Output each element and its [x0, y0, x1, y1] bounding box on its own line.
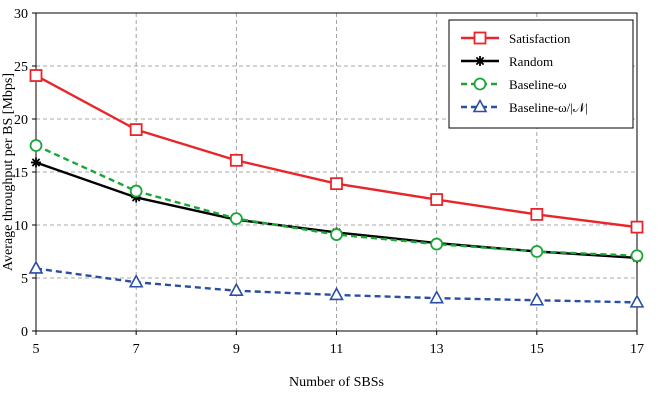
y-tick-label-6: 30: [14, 7, 28, 22]
y-tick-label-3: 15: [14, 166, 28, 181]
y-tick-label-4: 20: [14, 113, 28, 128]
series-0-point-5: [530, 207, 544, 221]
y-tick-label-1: 5: [21, 272, 28, 287]
series-0-point-3: [330, 177, 343, 191]
series-3-point-4: [429, 289, 445, 304]
legend-label-1: Random: [509, 54, 553, 69]
x-axis-ticks: 5 7 9 11 13 15 17: [33, 331, 644, 357]
series-2-point-1: [129, 184, 143, 198]
series-0: [29, 69, 644, 234]
x-tick-label-6: 17: [630, 342, 644, 357]
y-axis-ticks: 0 5 10 15 20 25 30: [14, 7, 36, 340]
series-0-point-0: [29, 69, 43, 82]
legend-marker-3: [472, 98, 488, 113]
legend-item-2: Baseline-ω: [461, 77, 567, 92]
series-2-point-6: [630, 249, 644, 263]
x-tick-label-1: 7: [133, 342, 140, 357]
legend-marker-1: [475, 56, 485, 66]
series-0-point-1: [129, 123, 143, 136]
series-0-point-6: [630, 220, 644, 234]
series-3-point-2: [228, 282, 244, 297]
series-1-point-0: [31, 157, 41, 168]
x-tick-label-2: 9: [233, 342, 240, 357]
legend-marker-0: [473, 31, 487, 45]
legend-item-3: Baseline-ω/|𝒩|: [461, 98, 588, 115]
series-2-point-4: [430, 237, 444, 251]
series-3-point-0: [28, 260, 44, 274]
series-3-point-5: [529, 292, 545, 306]
x-tick-label-4: 13: [430, 342, 444, 357]
x-tick-label-5: 15: [530, 342, 544, 357]
series-0-point-2: [229, 153, 243, 167]
legend-label-3: Baseline-ω/|𝒩|: [509, 100, 588, 115]
series-2-point-3: [330, 228, 343, 241]
series-3: [28, 260, 645, 308]
legend-item-1: Random: [461, 54, 553, 69]
series-3-point-6: [629, 294, 645, 308]
series-0-point-4: [430, 193, 444, 206]
legend: Satisfaction Random Baseline-ω Baseline-ω/|…: [448, 19, 634, 129]
x-axis-label: Number of SBSs: [289, 375, 384, 390]
legend-marker-2: [473, 77, 487, 91]
series-2-point-2: [229, 212, 243, 226]
legend-item-0: Satisfaction: [461, 31, 571, 46]
y-tick-label-5: 25: [14, 60, 28, 75]
series-3-point-3: [329, 286, 344, 301]
x-tick-label-0: 5: [33, 342, 40, 357]
series-2-point-0: [29, 139, 43, 152]
x-tick-label-3: 11: [330, 342, 343, 357]
y-axis-label: Average throughput per BS [Mbps]: [1, 73, 16, 271]
series-2: [29, 139, 644, 263]
legend-label-2: Baseline-ω: [509, 77, 567, 92]
y-tick-label-0: 0: [21, 325, 28, 340]
series-group: [28, 69, 645, 308]
legend-label-0: Satisfaction: [509, 31, 571, 46]
series-3-point-1: [128, 274, 144, 288]
series-2-point-5: [530, 245, 544, 258]
y-tick-label-2: 10: [14, 219, 28, 234]
